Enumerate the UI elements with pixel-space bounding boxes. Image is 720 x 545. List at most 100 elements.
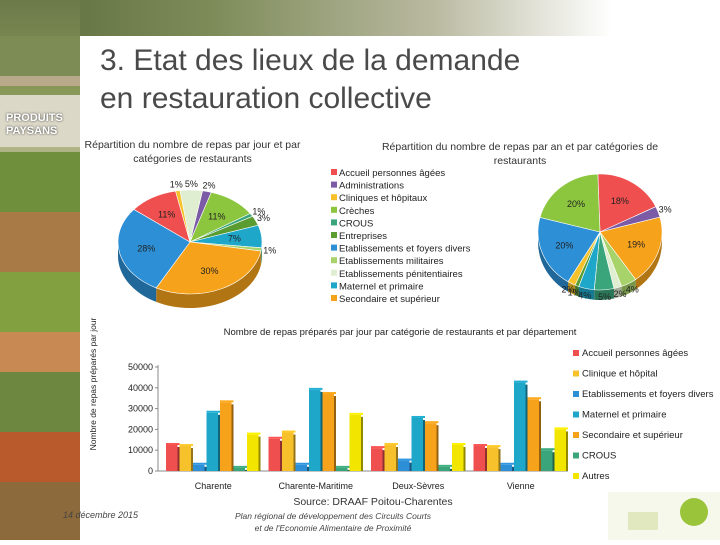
bar-legend-swatch-maternel xyxy=(573,412,579,418)
pie-label-secondaire: 30% xyxy=(201,266,219,276)
pie-label-administrations: 3% xyxy=(659,204,672,214)
legend-swatch-creches xyxy=(331,207,337,213)
pie-label-entreprises: 3% xyxy=(257,213,270,223)
bar-shadow-autres-2 xyxy=(464,447,466,471)
legend-label-crous: CROUS xyxy=(339,218,373,229)
bar-legend-label-maternel: Maternel et primaire xyxy=(582,410,666,421)
bar-category-label: Charente-Maritime xyxy=(278,481,353,491)
legend-label-penitentiaires: Etablissements pénitentiaires xyxy=(339,269,463,280)
legend-swatch-maternel xyxy=(331,282,337,288)
bar-crous-0 xyxy=(234,468,246,471)
bar-secondaire-3 xyxy=(528,399,540,471)
legend-label-administrations: Administrations xyxy=(339,181,404,192)
legend-label-cliniques: Cliniques et hôpitaux xyxy=(339,193,427,204)
bar-top-secondaire-0 xyxy=(220,400,234,402)
pie-label-penitentiaires: 2% xyxy=(613,289,626,299)
bar-legend-swatch-secondaire xyxy=(573,432,579,438)
bar-chart-ylabel: Nombre de repas préparés par jour xyxy=(88,317,98,450)
bar-top-cliniques-2 xyxy=(385,443,399,445)
bar-shadow-crous-3 xyxy=(553,452,555,471)
bar-category-label: Deux-Sèvres xyxy=(392,481,445,491)
bar-legend-label-secondaire: Secondaire et supérieur xyxy=(582,430,683,441)
legend-swatch-secondaire xyxy=(331,295,337,301)
legend-label-accueil: Accueil personnes âgées xyxy=(339,168,445,179)
bar-shadow-etablissements-3 xyxy=(512,467,514,471)
logo-leaf-icon xyxy=(680,498,708,526)
bar-accueil-0 xyxy=(166,445,178,471)
bar-top-maternel-3 xyxy=(514,381,528,383)
bar-autres-1 xyxy=(350,415,362,471)
bar-top-autres-2 xyxy=(452,443,466,445)
legend-swatch-entreprises xyxy=(331,232,337,238)
bar-top-accueil-1 xyxy=(269,437,283,439)
pie-label-etablissements: 20% xyxy=(555,241,573,251)
legend-label-creches: Crèches xyxy=(339,206,375,217)
pie-label-creches: 11% xyxy=(208,211,225,221)
bar-shadow-etablissements-1 xyxy=(307,467,309,471)
region-logo xyxy=(608,492,720,540)
bar-legend-swatch-cliniques xyxy=(573,371,579,377)
bar-etablissements-2 xyxy=(398,461,410,471)
bar-y-tick-label: 30000 xyxy=(128,404,153,414)
bar-top-accueil-2 xyxy=(371,446,385,448)
bar-top-etablissements-1 xyxy=(296,463,310,465)
bar-top-autres-3 xyxy=(555,427,569,429)
bar-shadow-cliniques-0 xyxy=(191,448,193,471)
bar-category-label: Vienne xyxy=(507,481,535,491)
bar-accueil-2 xyxy=(371,448,383,471)
legend-label-maternel: Maternel et primaire xyxy=(339,281,423,292)
legend-swatch-crous xyxy=(331,219,337,225)
bar-top-etablissements-3 xyxy=(501,463,515,465)
bar-maternel-0 xyxy=(207,413,219,471)
pie-label-cliniques: 1% xyxy=(170,180,183,190)
bar-cliniques-0 xyxy=(180,446,192,471)
bar-top-secondaire-3 xyxy=(528,397,542,399)
pie-label-militaires: 1% xyxy=(263,245,276,255)
footer-plan-line2: et de l'Economie Alimentaire de Proximit… xyxy=(228,522,438,534)
legend-swatch-accueil xyxy=(331,169,337,175)
bar-shadow-cliniques-3 xyxy=(499,449,501,471)
bar-top-maternel-0 xyxy=(207,411,221,413)
legend-label-entreprises: Entreprises xyxy=(339,231,387,242)
bar-top-cliniques-1 xyxy=(282,431,296,433)
pie-chart-yearly: 18%3%19%4%2%5%4%1%2%20%20% xyxy=(538,174,672,302)
legend-swatch-etablissements xyxy=(331,245,337,251)
bar-cliniques-3 xyxy=(487,447,499,471)
bar-shadow-autres-0 xyxy=(259,437,261,471)
bar-shadow-accueil-3 xyxy=(485,448,487,471)
bar-etablissements-1 xyxy=(296,465,308,471)
bar-crous-2 xyxy=(439,467,451,471)
bar-shadow-crous-2 xyxy=(450,469,452,471)
bar-top-secondaire-2 xyxy=(425,421,439,423)
bar-top-crous-0 xyxy=(234,466,248,468)
bar-shadow-secondaire-1 xyxy=(334,396,336,471)
bar-shadow-cliniques-1 xyxy=(294,435,296,471)
logo-tile-icon xyxy=(628,512,658,530)
footer-date: 14 décembre 2015 xyxy=(63,510,138,520)
pie-label-crous: 5% xyxy=(598,292,611,302)
bar-legend-label-autres: Autres xyxy=(582,471,610,482)
bar-legend-label-accueil: Accueil personnes âgées xyxy=(582,348,688,359)
bar-top-accueil-0 xyxy=(166,443,180,445)
footer-plan-line1: Plan régional de développement des Circu… xyxy=(228,510,438,522)
bar-secondaire-2 xyxy=(425,423,437,471)
bar-shadow-secondaire-3 xyxy=(539,401,541,471)
bar-legend-swatch-etablissements xyxy=(573,391,579,397)
source-note: Source: DRAAF Poitou-Charentes xyxy=(293,496,452,508)
bar-shadow-etablissements-0 xyxy=(205,467,207,471)
bar-shadow-cliniques-2 xyxy=(396,447,398,471)
bar-shadow-secondaire-0 xyxy=(232,404,234,471)
bar-top-etablissements-0 xyxy=(193,463,207,465)
bar-legend-label-cliniques: Clinique et hôpital xyxy=(582,369,658,380)
bar-top-maternel-2 xyxy=(412,416,426,418)
bar-top-crous-3 xyxy=(541,448,555,450)
bar-cliniques-1 xyxy=(282,433,294,471)
bar-maternel-3 xyxy=(514,383,526,471)
bar-shadow-crous-0 xyxy=(245,470,247,471)
pie-label-secondaire: 19% xyxy=(627,239,645,249)
bar-legend-swatch-crous xyxy=(573,453,579,459)
pie-label-accueil: 11% xyxy=(158,209,175,219)
legend-swatch-militaires xyxy=(331,257,337,263)
bar-shadow-crous-1 xyxy=(348,470,350,471)
